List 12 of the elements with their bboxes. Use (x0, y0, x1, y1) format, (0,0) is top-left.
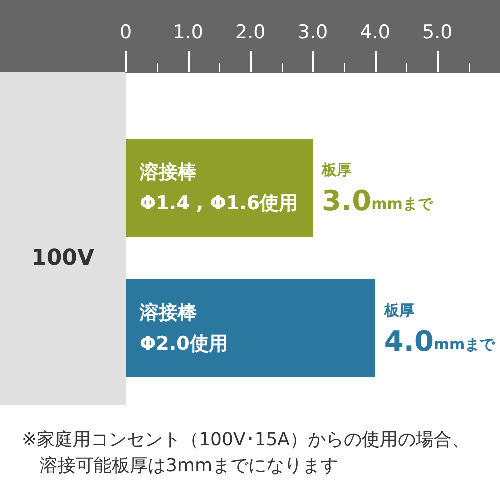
x-tick-label: 0 (120, 22, 132, 44)
data-label: 板厚 4.0mmまで (383, 302, 496, 358)
y-tick-label: 溶接棒 Φ2.0使用 (139, 302, 228, 355)
x-tick-label: 1.0 (173, 22, 204, 44)
x-tick-label: 4.0 (360, 22, 390, 44)
x-tick-label: 3.0 (298, 22, 328, 44)
data-label: 板厚 3.0mmまで (321, 161, 434, 218)
x-tick-label: 2.0 (236, 22, 266, 44)
x-tick-label: 5.0 (422, 22, 453, 44)
y-axis-title: 100V (32, 246, 94, 271)
text: ※家庭用コンセント（100V･15A）からの使用の場合、溶接可能板厚は3mmまでになります (22, 430, 470, 476)
y-tick-label: 溶接棒 Φ1.4 , Φ1.6使用 (139, 162, 298, 214)
